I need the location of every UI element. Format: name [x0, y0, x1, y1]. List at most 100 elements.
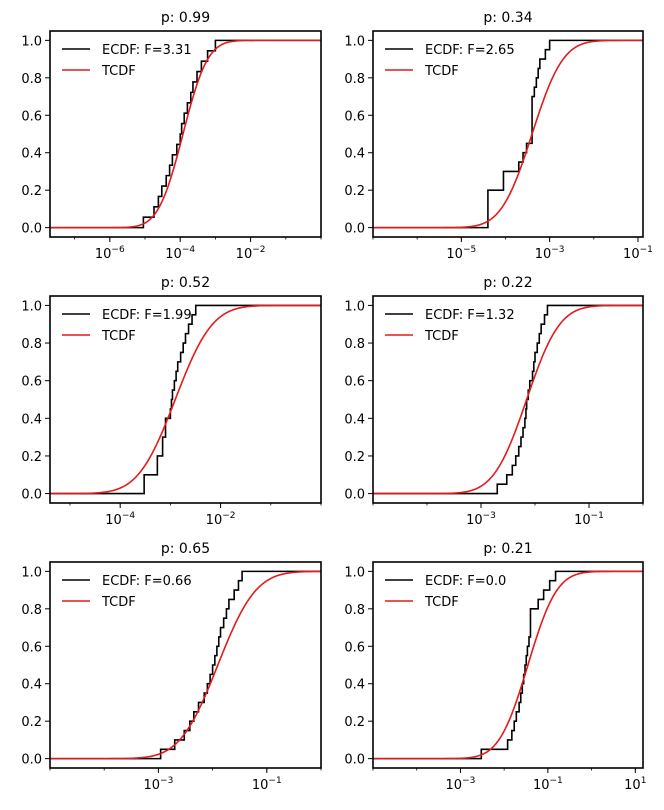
tcdf-line — [50, 39, 321, 229]
y-tick-label: 0.0 — [344, 753, 365, 768]
legend-label: TCDF — [101, 329, 136, 344]
legend-label: ECDF: F=0.66 — [102, 574, 192, 589]
y-tick-label: 0.2 — [344, 184, 365, 199]
legend-label: TCDF — [101, 595, 136, 610]
ecdf-line — [50, 570, 321, 760]
y-tick-label: 0.0 — [344, 222, 365, 237]
y-tick-label: 0.8 — [21, 72, 42, 87]
y-tick-label: 0.6 — [21, 640, 42, 655]
x-tick-label: 10−2 — [206, 511, 236, 528]
legend-label: TCDF — [101, 64, 136, 79]
subplot-4: p: 0.22 0.0 0.2 0.4 0.6 0.8 1.0 10−3 10−1 ECDF: F… — [344, 275, 644, 528]
legend: ECDF: F=3.31 TCDF — [62, 43, 192, 79]
x-tick-label: 10−2 — [236, 245, 266, 262]
subplot-title: p: 0.52 — [161, 275, 210, 291]
legend: ECDF: F=2.65 TCDF — [385, 43, 515, 79]
y-tick-label: 0.8 — [344, 337, 365, 352]
subplot-title: p: 0.21 — [483, 541, 532, 557]
y-tick-label: 0.8 — [344, 603, 365, 618]
subplot-1: p: 0.99 0.0 0.2 0.4 0.6 0.8 1.0 10−6 10−4 10−2 ECD… — [21, 10, 322, 262]
legend-label: TCDF — [424, 64, 459, 79]
tcdf-line — [373, 304, 643, 495]
y-tick-label: 0.6 — [21, 109, 42, 124]
y-tick-label: 0.4 — [344, 412, 365, 427]
axes-frame — [49, 295, 322, 504]
ecdf-line — [373, 39, 643, 229]
x-tick-label: 10−1 — [623, 245, 653, 262]
tcdf-line — [373, 570, 643, 760]
subplot-title: p: 0.22 — [483, 275, 532, 291]
y-tick-label: 0.6 — [344, 375, 365, 390]
x-tick-label: 10−3 — [446, 776, 476, 793]
y-tick-label: 0.6 — [344, 640, 365, 655]
ecdf-line — [50, 39, 321, 229]
legend-label: ECDF: F=2.65 — [425, 43, 515, 58]
legend: ECDF: F=0.0 TCDF — [385, 574, 506, 610]
y-tick-label: 0.0 — [344, 488, 365, 503]
axes-frame — [372, 30, 644, 238]
subplot-title: p: 0.34 — [483, 10, 532, 26]
y-tick-label: 1.0 — [344, 299, 365, 314]
legend: ECDF: F=1.99 TCDF — [62, 308, 192, 344]
y-tick-label: 0.8 — [21, 603, 42, 618]
y-tick-label: 1.0 — [344, 565, 365, 580]
subplot-3: p: 0.52 0.0 0.2 0.4 0.6 0.8 1.0 10−4 10−2 ECDF: F… — [21, 275, 322, 528]
subplot-6: p: 0.21 0.0 0.2 0.4 0.6 0.8 1.0 10−3 10−1 101 ECDF… — [344, 541, 646, 793]
y-tick-label: 0.2 — [344, 450, 365, 465]
axes-frame — [372, 295, 644, 504]
y-tick-label: 0.4 — [21, 147, 42, 162]
legend: ECDF: F=1.32 TCDF — [385, 308, 515, 344]
y-tick-label: 0.4 — [344, 147, 365, 162]
y-tick-label: 0.2 — [21, 450, 42, 465]
subplot-title: p: 0.65 — [161, 541, 210, 557]
y-tick-label: 0.2 — [344, 715, 365, 730]
tcdf-line — [373, 39, 643, 229]
y-tick-label: 1.0 — [21, 565, 42, 580]
y-tick-label: 0.8 — [344, 72, 365, 87]
y-tick-label: 0.8 — [21, 337, 42, 352]
legend-label: TCDF — [424, 329, 459, 344]
x-tick-label: 10−1 — [533, 776, 563, 793]
y-tick-label: 0.2 — [21, 715, 42, 730]
ecdf-line — [373, 570, 643, 760]
y-tick-label: 0.4 — [344, 678, 365, 693]
x-tick-label: 101 — [624, 776, 646, 793]
ecdf-line — [50, 304, 321, 495]
legend: ECDF: F=0.66 TCDF — [62, 574, 192, 610]
y-tick-label: 0.0 — [21, 488, 42, 503]
legend-label: ECDF: F=1.99 — [102, 308, 192, 323]
x-tick-label: 10−3 — [143, 776, 173, 793]
y-tick-label: 1.0 — [344, 34, 365, 49]
x-tick-label: 10−4 — [165, 245, 195, 262]
x-tick-label: 10−3 — [535, 245, 565, 262]
x-tick-label: 10−6 — [95, 245, 125, 262]
subplot-5: p: 0.65 0.0 0.2 0.4 0.6 0.8 1.0 10−3 10−1 ECDF: F… — [21, 541, 322, 793]
subplot-2: p: 0.34 0.0 0.2 0.4 0.6 0.8 1.0 10−5 10−3 10−1 ECD… — [344, 10, 653, 262]
axes-frame — [49, 561, 322, 769]
y-tick-label: 0.4 — [21, 678, 42, 693]
legend-label: ECDF: F=1.32 — [425, 308, 515, 323]
tcdf-line — [50, 304, 321, 495]
y-tick-label: 0.0 — [21, 222, 42, 237]
axes-frame — [49, 30, 322, 238]
y-tick-label: 0.4 — [21, 412, 42, 427]
y-tick-label: 0.2 — [21, 184, 42, 199]
x-tick-label: 10−4 — [105, 511, 135, 528]
x-tick-label: 10−3 — [466, 511, 496, 528]
tcdf-line — [50, 570, 321, 760]
legend-label: TCDF — [424, 595, 459, 610]
y-tick-label: 0.0 — [21, 753, 42, 768]
axes-frame — [372, 561, 644, 769]
x-tick-label: 10−5 — [446, 245, 476, 262]
y-tick-label: 1.0 — [21, 34, 42, 49]
x-tick-label: 10−1 — [574, 511, 604, 528]
legend-label: ECDF: F=0.0 — [425, 574, 506, 589]
legend-label: ECDF: F=3.31 — [102, 43, 192, 58]
subplot-title: p: 0.99 — [161, 10, 210, 26]
y-tick-label: 0.6 — [21, 375, 42, 390]
x-tick-label: 10−1 — [252, 776, 282, 793]
ecdf-line — [373, 304, 643, 495]
y-tick-label: 0.6 — [344, 109, 365, 124]
y-tick-label: 1.0 — [21, 299, 42, 314]
